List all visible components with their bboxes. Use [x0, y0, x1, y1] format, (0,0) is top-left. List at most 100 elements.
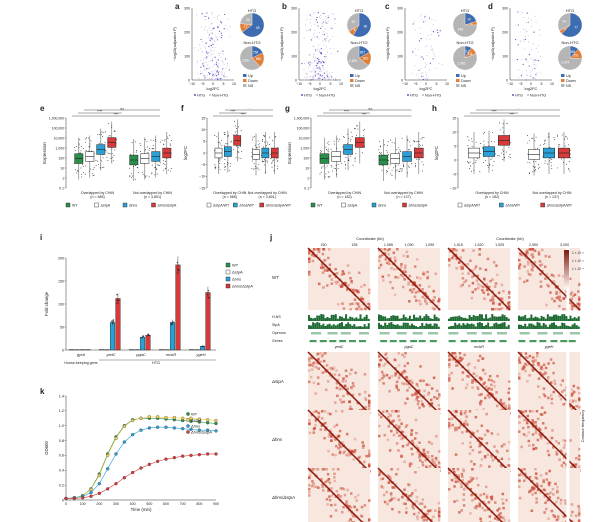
- hic-pixel: [549, 491, 553, 494]
- box_h-group-label: Overlapped by CHIN: [475, 191, 509, 195]
- hic-pixel: [562, 438, 565, 442]
- volcano-point-htg: [215, 64, 218, 66]
- hic-map-2-2: [447, 409, 511, 473]
- growth-xtick: 200: [96, 502, 102, 506]
- hic-pixel: [321, 252, 325, 256]
- volcano-point-htg: [319, 61, 321, 63]
- box_h-point: [467, 136, 469, 138]
- box_e-point: [104, 131, 106, 133]
- volcano-point-nonhtg: [221, 72, 223, 74]
- hic-pixel: [310, 468, 313, 471]
- hic-pixel: [415, 431, 418, 435]
- hic-pixel: [393, 259, 397, 262]
- hic-pixel: [406, 443, 409, 447]
- hic-pixel: [325, 497, 329, 501]
- hic-coord-tick: 3,000: [560, 243, 569, 247]
- box_g-legend-swatch: [341, 202, 346, 208]
- hic-pixel: [451, 387, 454, 390]
- bar-point: [116, 299, 118, 301]
- volcano-point-nonhtg: [420, 56, 422, 58]
- volcano-point-htg: [437, 31, 439, 34]
- hic-pixel: [518, 496, 522, 500]
- growth-point: [172, 456, 176, 460]
- hic-pixel: [578, 296, 581, 299]
- box_f-point: [221, 145, 223, 147]
- hic-pixel: [537, 363, 540, 367]
- hic-pixel: [352, 458, 355, 461]
- hic-pixel: [448, 417, 451, 421]
- hic-pixel: [338, 451, 342, 455]
- box_f-point: [215, 167, 217, 169]
- hic-pixel: [460, 509, 463, 512]
- volcano-point-htg: [217, 59, 219, 61]
- volcano-point-htg: [220, 77, 222, 79]
- hic-pixel: [325, 269, 329, 272]
- box_e-point: [151, 148, 153, 150]
- hic-pixel: [411, 503, 415, 506]
- volcano-point-nonhtg: [218, 24, 220, 26]
- volcano-point-htg: [534, 67, 536, 70]
- box_g-point: [403, 166, 404, 168]
- hic-pixel: [433, 296, 436, 299]
- hic-pixel: [336, 394, 339, 398]
- hic-pixel: [311, 362, 315, 365]
- hic-pixel: [518, 375, 521, 379]
- growth-point: [214, 418, 218, 423]
- bar-point: [207, 293, 209, 296]
- hic-pixel: [539, 372, 543, 375]
- hic-pixel: [341, 302, 344, 305]
- hic-pixel: [466, 363, 470, 367]
- hic-pixel: [438, 298, 441, 301]
- hic-pixel: [454, 453, 458, 456]
- box_g-point: [351, 135, 353, 137]
- box_h-point: [508, 147, 510, 149]
- operon-block: [412, 332, 423, 335]
- hic-pixel: [400, 372, 404, 376]
- pie-legend-label: Up: [355, 74, 360, 78]
- bar-point: [118, 299, 120, 301]
- hic-track-label: Operons: [272, 331, 286, 335]
- hic-pixel: [399, 273, 403, 277]
- volcano-xtick: 10: [339, 82, 343, 86]
- box_h-point: [484, 131, 486, 133]
- hic-pixel: [451, 255, 455, 259]
- box_f-point: [226, 143, 228, 145]
- volcano-ytick: 0: [188, 79, 190, 83]
- box_h-point: [557, 135, 558, 137]
- hic-pixel: [340, 283, 344, 286]
- hic-pixel: [471, 275, 474, 279]
- box_h-point: [491, 157, 493, 159]
- hic-pixel: [426, 276, 429, 280]
- pie-htg-slice: [346, 12, 360, 32]
- hic-pixel: [323, 352, 326, 355]
- hic-pixel: [423, 389, 426, 393]
- volcano-point-nonhtg: [212, 77, 214, 79]
- hic-pixel: [483, 433, 487, 437]
- hic-pixel: [429, 509, 433, 512]
- hic-pixel: [422, 451, 425, 454]
- volcano-point-nonhtg: [226, 28, 228, 30]
- gene-block: [418, 340, 426, 343]
- box_g-point: [391, 142, 393, 143]
- hic-pixel: [532, 488, 535, 491]
- hic-pixel: [508, 292, 511, 295]
- hns-track-bar: [474, 316, 477, 321]
- hic-pixel: [407, 283, 410, 286]
- hic-pixel: [531, 420, 535, 424]
- hic-pixel: [532, 360, 535, 363]
- hic-pixel: [508, 387, 511, 390]
- hic-pixel: [387, 481, 391, 484]
- volcano-xtick: −5: [519, 82, 523, 86]
- hic-pixel: [410, 379, 413, 382]
- hic-pixel: [478, 502, 481, 505]
- hic-pixel: [382, 493, 386, 497]
- box_e-point: [131, 142, 133, 143]
- hic-pixel: [526, 414, 530, 418]
- box_f-point: [277, 147, 279, 149]
- box_f-point: [257, 144, 259, 146]
- box_e-ytick: 1,000,000: [49, 116, 64, 120]
- box_e-point: [108, 152, 110, 154]
- stpa-track-bar: [476, 322, 479, 329]
- pie-nonhtg-label: 2,374: [561, 61, 569, 65]
- box_h-point: [527, 142, 529, 144]
